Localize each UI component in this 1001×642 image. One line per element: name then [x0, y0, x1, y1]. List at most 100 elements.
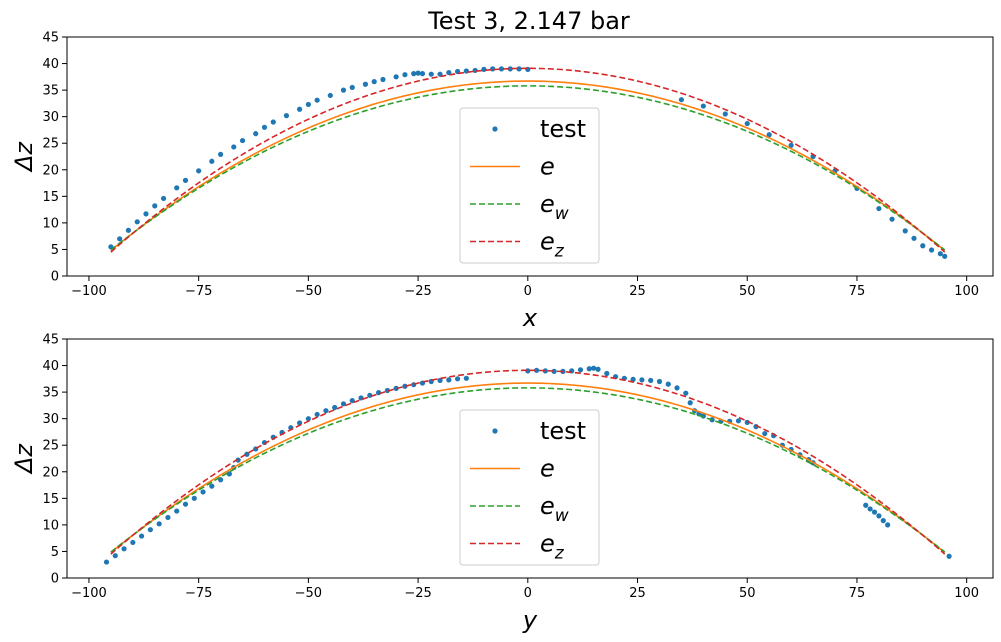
test-point [533, 367, 540, 373]
y-tick-label: 35 [42, 386, 59, 401]
test-point [507, 66, 513, 72]
test-point [283, 113, 290, 119]
legend-label-main: e [540, 455, 555, 483]
test-point [889, 216, 895, 222]
y-tick-label: 30 [42, 110, 59, 125]
test-point [340, 401, 347, 407]
test-point [419, 71, 426, 77]
test-point [196, 168, 202, 174]
y-tick-label: 40 [42, 57, 59, 72]
test-point [174, 508, 180, 514]
test-point [744, 120, 750, 127]
y-tick-label: 10 [42, 518, 59, 533]
chart-title: Test 3, 2.147 bar [427, 7, 630, 35]
legend-label-main: test [540, 115, 586, 143]
test-point [209, 158, 215, 164]
x-tick-label: 75 [849, 586, 866, 601]
y-tick-label: 45 [42, 31, 59, 46]
legend-label-subscript: w [555, 204, 569, 224]
test-point [165, 514, 171, 521]
x-tick-label: 100 [954, 586, 979, 601]
legend-label-main: e [540, 153, 555, 181]
test-point [481, 66, 487, 72]
test-point [902, 228, 908, 234]
curve-e-z [110, 67, 946, 253]
test-point [577, 367, 584, 373]
test-point [340, 87, 347, 93]
test-point [911, 235, 917, 241]
plot-frame [66, 36, 994, 277]
test-point [244, 451, 250, 457]
test-point [586, 366, 592, 372]
x-tick-label: 0 [524, 284, 532, 299]
test-point [648, 377, 654, 384]
x-axis-label: x [522, 304, 538, 332]
test-point [226, 471, 232, 477]
y-tick-label: 30 [42, 412, 59, 427]
test-point [446, 69, 452, 76]
test-point [209, 483, 215, 489]
test-point [542, 368, 548, 374]
test-point [863, 502, 869, 508]
test-point [678, 97, 685, 103]
legend-label-main: e [540, 190, 555, 218]
x-tick-label: −75 [185, 284, 212, 299]
test-point [235, 457, 241, 463]
test-point [314, 97, 320, 103]
x-tick-label: −75 [185, 586, 212, 601]
curve-e [110, 382, 946, 554]
legend-label-ew: ew [540, 190, 569, 224]
test-point [516, 66, 522, 72]
test-point [498, 66, 505, 72]
test-point [411, 71, 417, 77]
x-tick-label: 75 [849, 284, 866, 299]
test-point [942, 253, 948, 259]
y-tick-label: 15 [42, 492, 59, 507]
test-point [683, 390, 689, 396]
test-point [147, 527, 153, 533]
legend-box [459, 409, 600, 566]
y-tick-label: 10 [42, 216, 59, 231]
test-point [261, 439, 268, 446]
test-point [428, 71, 434, 77]
test-point [117, 236, 123, 242]
legend-marker-test [492, 428, 498, 434]
test-point [393, 74, 399, 80]
y-tick-label: 5 [51, 545, 59, 560]
test-point [454, 376, 461, 382]
test-point [156, 521, 162, 527]
legend-marker-test [492, 126, 498, 132]
test-point [231, 144, 237, 150]
legend-label-test: test [540, 417, 586, 445]
test-point [384, 387, 390, 394]
x-tick-label: 50 [739, 586, 756, 601]
legend-label-main: test [540, 417, 586, 445]
test-point [393, 385, 399, 391]
x-tick-label: 0 [524, 586, 532, 601]
legend-label-ez: ez [540, 228, 565, 262]
test-point [604, 370, 610, 377]
curve-e-z [110, 369, 946, 555]
y-tick-label: 45 [42, 333, 59, 348]
test-point [700, 103, 706, 109]
test-point [218, 151, 224, 157]
test-point [349, 398, 355, 404]
test-point [722, 111, 728, 117]
legend-label-test: test [540, 115, 586, 143]
test-point [788, 142, 794, 148]
legend-label-main: e [540, 530, 555, 558]
legend-label-subscript: w [555, 506, 569, 526]
test-point [191, 495, 197, 501]
test-point [270, 119, 276, 125]
test-point [103, 559, 110, 565]
test-point [305, 101, 311, 108]
x-tick-label: −100 [71, 586, 107, 601]
test-point [591, 365, 597, 371]
test-point [560, 368, 566, 374]
legend-label-subscript: z [554, 544, 565, 564]
test-point [112, 553, 118, 559]
y-tick-label: 35 [42, 84, 59, 99]
test-point [174, 185, 180, 191]
test-point [674, 385, 680, 391]
